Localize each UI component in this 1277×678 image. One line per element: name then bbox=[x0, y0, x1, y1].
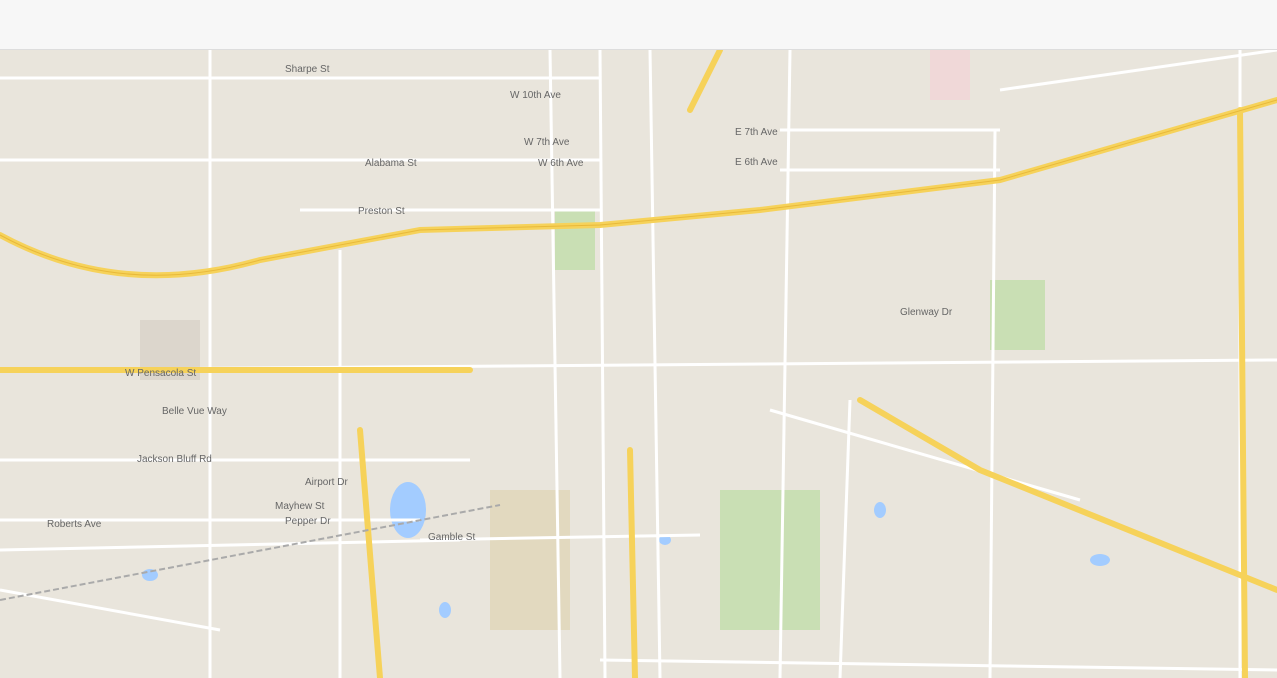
lake bbox=[390, 482, 426, 538]
app-header bbox=[0, 0, 1277, 50]
svg-text:Roberts Ave: Roberts Ave bbox=[47, 519, 102, 530]
park-area bbox=[990, 280, 1045, 350]
pond bbox=[874, 502, 886, 518]
park-area bbox=[720, 490, 820, 630]
svg-text:E 6th Ave: E 6th Ave bbox=[735, 157, 778, 168]
svg-text:Preston St: Preston St bbox=[358, 206, 405, 217]
svg-text:Gamble St: Gamble St bbox=[428, 532, 475, 543]
pond bbox=[659, 535, 671, 545]
svg-text:Alabama St: Alabama St bbox=[365, 158, 417, 169]
park-area bbox=[555, 210, 595, 270]
pond bbox=[439, 602, 451, 618]
map-base: Sharpe St W 10th Ave W 7th Ave W 6th Ave… bbox=[0, 50, 1277, 678]
svg-text:Mayhew St: Mayhew St bbox=[275, 501, 325, 512]
svg-text:W 7th Ave: W 7th Ave bbox=[524, 137, 570, 148]
svg-text:W 10th Ave: W 10th Ave bbox=[510, 90, 561, 101]
svg-text:E 7th Ave: E 7th Ave bbox=[735, 127, 778, 138]
svg-text:Airport Dr: Airport Dr bbox=[305, 477, 348, 488]
svg-text:Jackson Bluff Rd: Jackson Bluff Rd bbox=[137, 454, 212, 465]
map-canvas[interactable]: Sharpe St W 10th Ave W 7th Ave W 6th Ave… bbox=[0, 50, 1277, 678]
street-labels: Sharpe St W 10th Ave W 7th Ave W 6th Ave… bbox=[47, 64, 953, 543]
svg-text:Sharpe St: Sharpe St bbox=[285, 64, 330, 75]
svg-text:W 6th Ave: W 6th Ave bbox=[538, 158, 584, 169]
svg-text:Belle Vue Way: Belle Vue Way bbox=[162, 406, 227, 417]
svg-text:Glenway Dr: Glenway Dr bbox=[900, 307, 953, 318]
railroad bbox=[0, 504, 501, 601]
hospital-area bbox=[930, 50, 970, 100]
major-road-edges bbox=[0, 99, 1277, 276]
pond bbox=[1090, 554, 1110, 566]
svg-text:Pepper Dr: Pepper Dr bbox=[285, 516, 331, 527]
svg-text:W Pensacola St: W Pensacola St bbox=[125, 368, 196, 379]
